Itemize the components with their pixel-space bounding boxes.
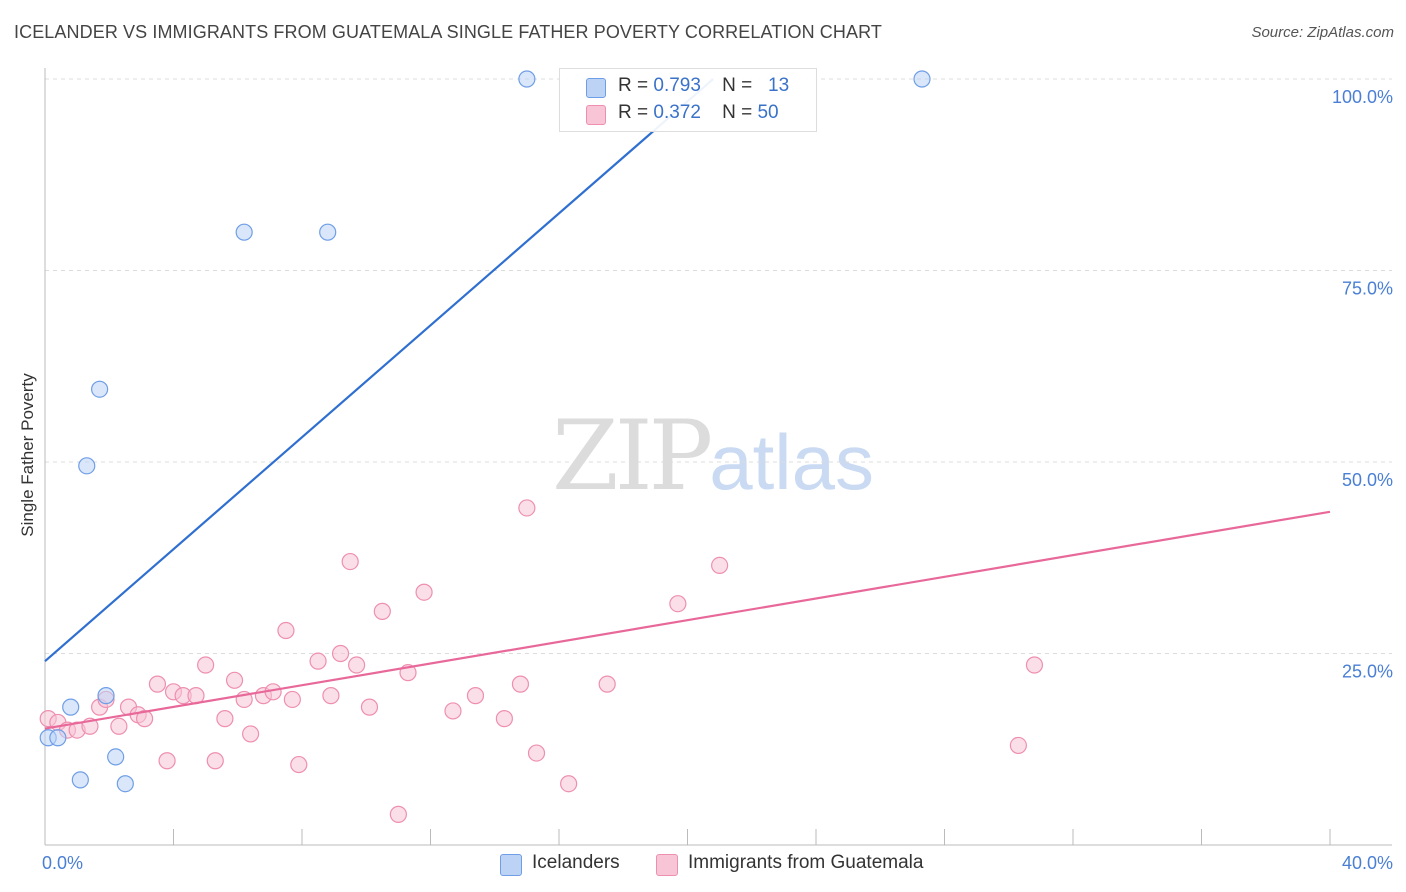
icelander-point [107, 748, 125, 766]
series-guatemala-points [39, 499, 1044, 823]
icelander-point [97, 687, 115, 705]
icelander-trend-line [44, 78, 714, 662]
icelander-point [518, 70, 536, 88]
correlation-legend: R = 0.793 N = 13 R = 0.372 N = 50 [559, 68, 817, 132]
series-icelanders-points [39, 70, 931, 793]
bottom-legend-swatch-guatemala [656, 854, 678, 876]
icelander-point [319, 223, 337, 241]
y-tick-label: 100.0% [1332, 87, 1393, 107]
guatemala-point [348, 656, 366, 674]
guatemala-point [560, 775, 578, 793]
guatemala-point [331, 644, 350, 663]
guatemala-point [518, 499, 536, 517]
legend-r-label: R = [618, 102, 649, 123]
guatemala-point [1009, 736, 1027, 755]
icelander-point [62, 698, 80, 716]
guatemala-point [242, 725, 260, 743]
icelander-point [71, 771, 89, 789]
guatemala-point [216, 710, 234, 728]
guatemala-point [1025, 656, 1044, 674]
guatemala-point [277, 621, 295, 640]
guatemala-point [290, 755, 308, 774]
icelander-point [116, 775, 134, 793]
guatemala-point [283, 690, 301, 709]
legend-r-value: 0.793 [653, 75, 701, 96]
legend-n-label: N = [722, 102, 753, 123]
x-tick-label-max: 40.0% [1342, 853, 1393, 873]
guatemala-trend-line [44, 510, 1331, 730]
guatemala-point [148, 675, 167, 693]
bottom-legend-label-icelanders: Icelanders [532, 852, 620, 873]
icelander-point [91, 380, 109, 398]
guatemala-point [225, 671, 244, 689]
legend-n-value: 50 [757, 102, 779, 123]
icelander-point [49, 729, 67, 747]
guatemala-point [373, 602, 391, 620]
chart-source: Source: ZipAtlas.com [1251, 24, 1394, 41]
guatemala-point [444, 702, 462, 720]
guatemala-point [495, 710, 513, 728]
guatemala-point [389, 805, 407, 823]
guatemala-point [360, 698, 379, 716]
icelander-point [78, 457, 96, 475]
guatemala-point [309, 652, 327, 670]
guatemala-point [711, 556, 729, 575]
guatemala-point [341, 552, 359, 571]
legend-n-value: 13 [768, 75, 790, 96]
watermark-zip: ZIP [552, 400, 713, 512]
y-tick-label: 50.0% [1342, 470, 1393, 490]
guatemala-point [197, 656, 215, 674]
guatemala-point [415, 583, 433, 601]
legend-stats-guatemala: R = 0.372 N = 50 [618, 102, 779, 124]
guatemala-point [135, 710, 154, 728]
guatemala-point [158, 752, 176, 770]
guatemala-point [322, 687, 340, 705]
y-tick-label: 75.0% [1342, 279, 1393, 299]
tick-labels: 25.0% 50.0% 75.0% 100.0% 0.0% 40.0% [42, 87, 1393, 873]
legend-swatch-icelanders [586, 78, 606, 98]
chart-title: ICELANDER VS IMMIGRANTS FROM GUATEMALA S… [14, 22, 882, 42]
icelander-point [913, 70, 931, 88]
guatemala-point [511, 675, 530, 693]
guatemala-point [669, 595, 687, 613]
trend-lines [44, 78, 1331, 730]
legend-swatch-guatemala [586, 105, 606, 125]
icelander-point [235, 223, 253, 241]
legend-n-label: N = [722, 75, 753, 96]
legend-r-label: R = [618, 75, 649, 96]
bottom-legend-swatch-icelanders [500, 854, 522, 876]
guatemala-point [206, 752, 224, 770]
y-tick-label: 25.0% [1342, 662, 1393, 682]
guatemala-point [598, 675, 616, 693]
legend-r-value: 0.372 [653, 102, 701, 123]
guatemala-point [527, 744, 546, 762]
bottom-legend-label-guatemala: Immigrants from Guatemala [688, 852, 924, 873]
guatemala-point [466, 687, 485, 705]
x-tick-label-min: 0.0% [42, 853, 83, 873]
guatemala-point [110, 717, 128, 735]
legend-stats-icelanders: R = 0.793 N = 13 [618, 75, 789, 97]
